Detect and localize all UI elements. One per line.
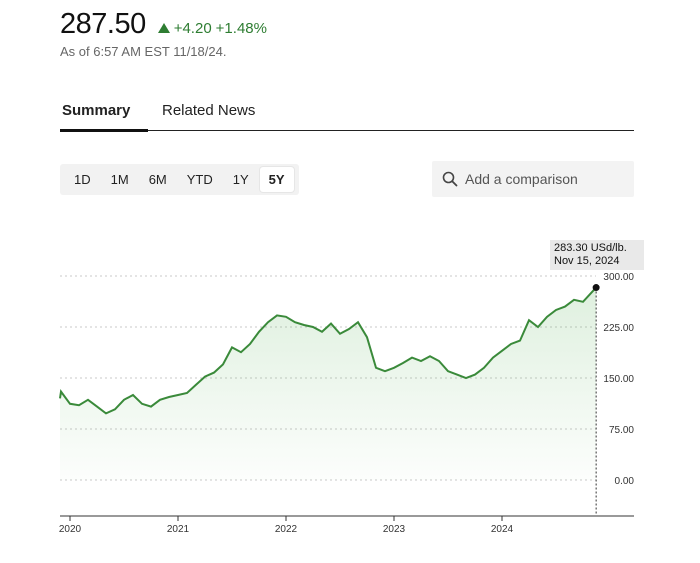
price-chart: 300.00 225.00 150.00 75.00 0.00 2020 2021 2022 2…: [0, 230, 700, 563]
comparison-placeholder: Add a comparison: [465, 171, 578, 187]
range-6m[interactable]: 6M: [148, 172, 167, 187]
last-price: 287.50: [60, 8, 146, 40]
range-1d[interactable]: 1D: [74, 172, 91, 187]
comparison-search[interactable]: Add a comparison: [432, 161, 634, 197]
tooltip-date: Nov 15, 2024: [554, 255, 620, 267]
x-tick-label: 2023: [383, 524, 406, 535]
x-tick-label: 2021: [167, 524, 190, 535]
y-tick-label: 75.00: [609, 425, 634, 436]
tooltip-value: 283.30 USd/lb.: [554, 242, 627, 254]
x-tick-label: 2020: [59, 524, 82, 535]
y-tick-label: 300.00: [603, 272, 634, 283]
price-row: 287.50 +4.20 +1.48%: [60, 8, 267, 41]
tab-related-news[interactable]: Related News: [162, 102, 256, 119]
chart-line: [59, 286, 597, 415]
chart-svg: 300.00 225.00 150.00 75.00 0.00 2020 2021 2022 2…: [59, 272, 635, 535]
x-tick-label: 2022: [275, 524, 298, 535]
x-tick-label: 2024: [491, 524, 514, 535]
range-1y[interactable]: 1Y: [232, 172, 249, 187]
y-tick-label: 0.00: [615, 476, 635, 487]
range-5y[interactable]: 5Y: [259, 167, 294, 192]
hover-point: [592, 284, 600, 292]
tab-bar: Summary Related News: [60, 96, 634, 132]
price-change: +4.20 +1.48%: [157, 19, 267, 37]
up-triangle-icon: [157, 23, 170, 33]
range-selector: 1D 1M 6M YTD 1Y 5Y: [60, 164, 299, 195]
quote-header: 287.50 +4.20 +1.48% As of 6:57 AM EST 11…: [60, 8, 267, 59]
y-tick-label: 150.00: [603, 374, 634, 385]
tab-summary[interactable]: Summary: [62, 102, 131, 119]
chart-area: [60, 287, 597, 480]
range-1m[interactable]: 1M: [110, 172, 129, 187]
range-ytd[interactable]: YTD: [186, 172, 213, 187]
as-of-timestamp: As of 6:57 AM EST 11/18/24.: [60, 44, 227, 59]
change-percent: +1.48%: [215, 19, 267, 37]
hover-tooltip: 283.30 USd/lb. Nov 15, 2024: [550, 240, 644, 270]
active-tab-indicator: [60, 129, 148, 132]
y-tick-label: 225.00: [603, 323, 634, 334]
change-value: +4.20: [173, 19, 212, 37]
search-icon: [442, 171, 458, 187]
